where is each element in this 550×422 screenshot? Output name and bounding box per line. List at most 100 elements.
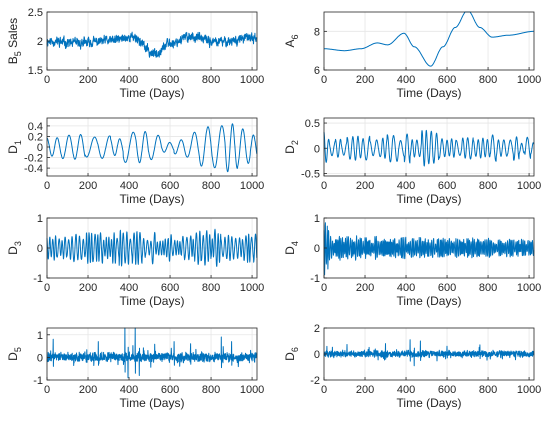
series-line-b5 <box>46 31 258 58</box>
x-axis-label: Time (Days) <box>397 86 462 100</box>
x-tick-label: 400 <box>397 384 415 396</box>
x-tick-label: 200 <box>79 74 97 86</box>
y-axis-label: A6 <box>283 34 300 47</box>
y-axis-label: B5 Sales <box>6 18 23 64</box>
y-tick-label: 1 <box>314 213 320 225</box>
x-tick-label: 1000 <box>517 74 541 86</box>
y-tick-label: -0.5 <box>301 168 320 180</box>
x-tick-label: 400 <box>120 74 138 86</box>
x-axis-label: Time (Days) <box>397 396 462 410</box>
y-tick-label: 0.4 <box>28 121 43 133</box>
x-tick-label: 600 <box>161 74 179 86</box>
x-axis-label: Time (Days) <box>397 192 462 206</box>
x-tick-label: 0 <box>44 384 50 396</box>
y-tick-label: 0 <box>37 243 43 255</box>
x-tick-label: 0 <box>321 282 327 294</box>
y-tick-label: 0 <box>314 349 320 361</box>
x-axis-label: Time (Days) <box>120 396 185 410</box>
axes-box <box>323 117 535 177</box>
series-line-d6 <box>323 339 535 367</box>
x-tick-label: 200 <box>79 384 97 396</box>
y-tick-label: 6 <box>314 65 320 77</box>
x-tick-label: 1000 <box>517 282 541 294</box>
x-tick-label: 0 <box>44 74 50 86</box>
series-line-d1 <box>46 123 258 173</box>
x-tick-label: 200 <box>356 282 374 294</box>
x-tick-label: 800 <box>202 384 220 396</box>
x-axis-label: Time (Days) <box>120 86 185 100</box>
y-axis-label: D4 <box>283 241 300 255</box>
y-axis-label: D3 <box>6 241 23 255</box>
x-tick-label: 0 <box>321 180 327 192</box>
x-tick-label: 600 <box>438 282 456 294</box>
y-tick-label: -0.2 <box>24 153 43 165</box>
x-tick-label: 1000 <box>517 384 541 396</box>
y-tick-label: -1 <box>33 375 43 387</box>
x-tick-label: 0 <box>321 74 327 86</box>
plot-area <box>47 328 257 380</box>
x-tick-label: 400 <box>397 74 415 86</box>
plot-area <box>324 12 534 70</box>
x-tick-label: 600 <box>438 74 456 86</box>
y-tick-label: -1 <box>310 273 320 285</box>
y-tick-label: 1 <box>37 330 43 342</box>
x-tick-label: 1000 <box>240 384 264 396</box>
x-tick-label: 1000 <box>517 180 541 192</box>
x-tick-label: 0 <box>321 384 327 396</box>
series-line-a6 <box>323 11 535 67</box>
axes-box <box>46 327 258 381</box>
axes-box <box>323 11 535 71</box>
x-tick-label: 1000 <box>240 74 264 86</box>
x-tick-label: 800 <box>479 384 497 396</box>
x-tick-label: 800 <box>202 282 220 294</box>
y-tick-label: 2 <box>37 36 43 48</box>
x-tick-label: 800 <box>479 180 497 192</box>
y-tick-label: 2 <box>314 323 320 335</box>
x-tick-label: 200 <box>356 74 374 86</box>
x-tick-label: 600 <box>161 384 179 396</box>
series-line-d2 <box>323 129 535 167</box>
y-tick-label: 2.5 <box>28 7 43 19</box>
x-axis-label: Time (Days) <box>120 294 185 308</box>
x-tick-label: 600 <box>161 180 179 192</box>
x-tick-label: 800 <box>479 74 497 86</box>
x-tick-label: 400 <box>120 384 138 396</box>
series-line-d3 <box>46 228 258 267</box>
x-tick-label: 600 <box>438 384 456 396</box>
y-tick-label: 1 <box>37 213 43 225</box>
x-tick-label: 200 <box>79 180 97 192</box>
chart-panel-a6: 0 200 400 600 800 1000 6 8 Time (Days) A6 <box>283 11 541 100</box>
x-tick-label: 800 <box>479 282 497 294</box>
x-axis-label: Time (Days) <box>397 294 462 308</box>
x-tick-label: 1000 <box>240 180 264 192</box>
series-line-d5 <box>46 327 258 379</box>
x-tick-label: 400 <box>120 180 138 192</box>
y-tick-label: -0.4 <box>24 163 43 175</box>
series-line-d4 <box>323 222 535 276</box>
x-tick-label: 400 <box>397 180 415 192</box>
y-tick-label: 0 <box>314 243 320 255</box>
y-tick-label: 1.5 <box>28 65 43 77</box>
x-tick-label: 200 <box>356 384 374 396</box>
y-axis-label: D1 <box>6 140 23 154</box>
y-tick-label: -2 <box>310 375 320 387</box>
y-axis-label: D6 <box>283 347 300 361</box>
y-axis-label: D5 <box>6 347 23 361</box>
x-tick-label: 0 <box>44 180 50 192</box>
x-tick-label: 1000 <box>240 282 264 294</box>
y-tick-label: 0 <box>37 142 43 154</box>
x-tick-label: 600 <box>438 180 456 192</box>
x-tick-label: 400 <box>397 282 415 294</box>
x-tick-label: 800 <box>202 180 220 192</box>
x-axis-label: Time (Days) <box>120 192 185 206</box>
x-tick-label: 200 <box>79 282 97 294</box>
y-tick-label: 8 <box>314 26 320 38</box>
y-tick-label: 0 <box>37 352 43 364</box>
